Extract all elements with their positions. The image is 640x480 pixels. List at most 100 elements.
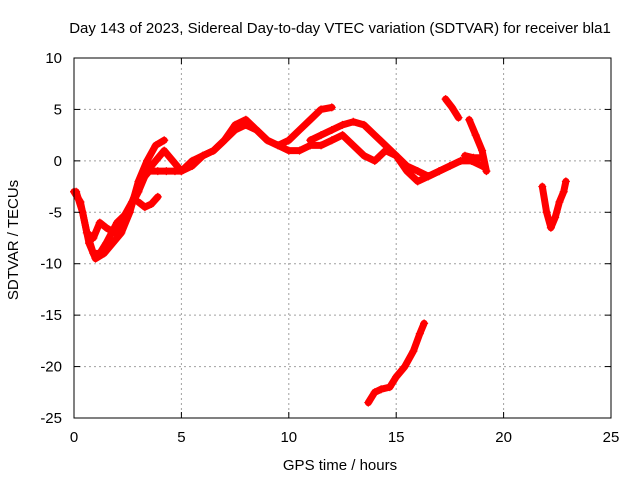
series-line: [538, 177, 570, 232]
data-point: [392, 151, 401, 160]
data-point: [559, 187, 568, 196]
x-axis-label: GPS time / hours: [283, 457, 397, 474]
data-point: [151, 141, 160, 150]
y-tick-label: -25: [40, 410, 62, 427]
data-point: [542, 208, 551, 217]
data-point: [108, 239, 117, 248]
data-point: [400, 362, 409, 371]
data-point: [454, 113, 463, 122]
data-point: [100, 249, 109, 258]
series-line: [83, 167, 185, 242]
data-point: [168, 156, 177, 165]
series-track-j: [460, 151, 487, 162]
data-point: [209, 146, 218, 155]
plot-frame: [73, 57, 612, 419]
data-point: [349, 117, 358, 126]
data-point: [177, 167, 186, 176]
data-point: [162, 167, 171, 176]
y-tick-label: 5: [54, 101, 62, 118]
data-point: [359, 151, 368, 160]
data-point: [95, 218, 104, 227]
data-point: [119, 213, 128, 222]
data-point: [385, 383, 394, 392]
data-point: [402, 162, 411, 170]
data-point: [409, 347, 418, 356]
data-point: [478, 153, 487, 162]
data-point: [284, 136, 293, 145]
series-track-k: [538, 177, 570, 232]
data-point: [338, 120, 347, 129]
data-point: [424, 172, 433, 181]
data-point: [89, 234, 98, 242]
data-point: [482, 167, 491, 176]
data-point: [478, 146, 487, 155]
data-point: [241, 120, 250, 129]
series-track-c: [82, 167, 186, 242]
data-point: [456, 156, 465, 165]
y-axis-label: SDTVAR / TECUs: [5, 180, 22, 300]
data-point: [435, 167, 444, 176]
data-point: [85, 239, 94, 248]
data-point: [381, 141, 390, 150]
data-point: [465, 115, 474, 124]
data-point: [460, 151, 469, 160]
data-point: [143, 156, 152, 165]
chart-title: Day 143 of 2023, Sidereal Day-to-day VTE…: [69, 20, 611, 37]
series-line: [465, 116, 490, 175]
data-point: [359, 120, 368, 129]
data-point: [377, 385, 386, 394]
data-point: [136, 177, 145, 186]
series-track-f: [306, 117, 465, 181]
data-point: [151, 156, 160, 165]
data-point: [441, 95, 450, 104]
data-point: [72, 187, 81, 196]
data-point: [295, 146, 304, 155]
x-tick-label: 20: [495, 429, 512, 446]
data-point: [102, 223, 111, 232]
data-point: [317, 105, 326, 114]
data-point: [327, 103, 336, 112]
grid-lines: [74, 58, 611, 418]
data-point: [220, 136, 229, 145]
series-track-g: [364, 319, 429, 407]
data-point: [306, 115, 315, 124]
data-point: [415, 329, 424, 338]
series-track-h: [441, 95, 463, 122]
data-point: [538, 182, 547, 191]
data-point: [413, 167, 422, 176]
data-point: [110, 228, 119, 237]
y-tick-label: -15: [40, 307, 62, 324]
data-point: [469, 153, 478, 162]
data-point: [551, 213, 560, 222]
x-tick-label: 5: [177, 429, 185, 446]
data-point: [448, 103, 457, 112]
data-point: [327, 126, 336, 134]
data-point: [392, 372, 401, 381]
data-point: [188, 162, 197, 170]
y-tick-label: 0: [54, 153, 62, 170]
data-point: [284, 146, 293, 155]
y-tick-label: -5: [49, 204, 62, 221]
data-point: [317, 141, 326, 150]
data-point: [160, 136, 169, 145]
data-point: [370, 131, 379, 140]
series-track-a: [70, 103, 336, 258]
data-point: [153, 167, 162, 176]
data-point: [413, 177, 422, 186]
data-point: [370, 388, 379, 397]
data-point: [338, 131, 347, 140]
data-point: [140, 203, 149, 212]
data-point: [134, 198, 143, 206]
data-point: [252, 126, 261, 134]
x-tick-label: 25: [603, 429, 620, 446]
data-point: [153, 192, 162, 201]
data-point: [91, 254, 100, 263]
data-point: [327, 136, 336, 145]
y-tick-label: -10: [40, 256, 62, 273]
data-point: [317, 131, 326, 140]
data-point: [471, 131, 480, 140]
data-point: [306, 136, 315, 145]
data-point: [555, 198, 564, 206]
y-tick-label: -20: [40, 359, 62, 376]
data-point: [349, 141, 358, 150]
